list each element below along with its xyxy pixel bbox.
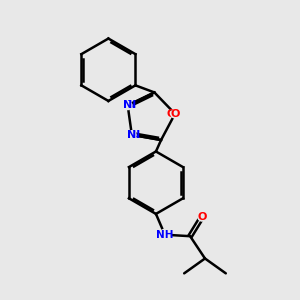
Text: N: N [127,130,136,140]
Text: N: N [131,130,140,140]
Text: N: N [127,100,136,110]
Text: N: N [123,100,132,110]
Text: NH: NH [156,230,174,240]
Circle shape [124,101,132,110]
Text: O: O [167,109,176,119]
Text: O: O [170,109,180,119]
Circle shape [198,213,206,221]
Circle shape [128,131,136,139]
Text: O: O [197,212,207,222]
Circle shape [160,230,170,240]
Circle shape [171,110,179,118]
